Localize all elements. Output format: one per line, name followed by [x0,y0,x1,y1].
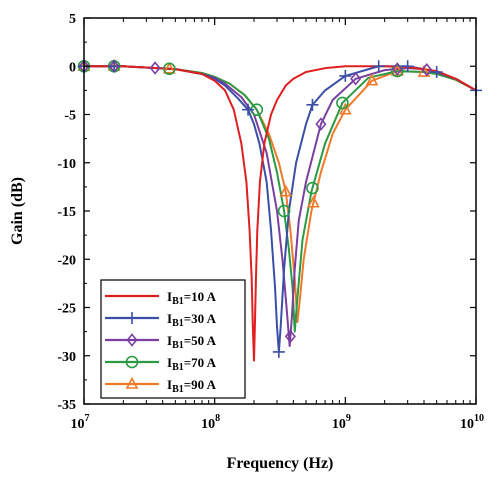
y-tick-label: -25 [57,302,76,317]
legend-label: IB1=10 A [167,289,217,307]
y-tick-label: -35 [57,398,76,413]
series-marker [284,329,296,344]
series-marker [163,62,176,76]
series-marker [350,72,362,86]
series-marker [421,63,433,77]
series-marker [108,60,121,73]
series-marker [391,62,403,76]
y-tick-label: -20 [57,253,76,268]
legend-marker [126,333,138,347]
legend-label: IB1=70 A [167,355,217,373]
series-markers [77,59,482,358]
legend-label: IB1=30 A [167,311,217,329]
legend-label: IB1=50 A [167,333,217,351]
legend-marker [126,312,138,324]
series-marker [401,60,414,73]
series-marker [307,195,320,208]
series-marker [242,103,255,116]
y-axis: 5 0 -5 -10 -15 -20 -25 -30 -35 [57,12,476,413]
y-tick-label: -15 [57,205,76,220]
x-axis-title: Frequency (Hz) [227,455,334,472]
series-marker [336,96,349,110]
y-tick-label: 5 [69,12,76,27]
y-tick-label: -10 [57,157,76,172]
series-marker [272,345,285,358]
y-tick-label: -30 [57,350,76,365]
series-marker [339,69,352,82]
x-tick-label: 109 [332,413,351,432]
series-marker [365,73,379,86]
series-marker [315,117,327,131]
series-marker [149,61,161,75]
series-marker [279,184,293,197]
series-marker [430,66,443,79]
series-marker [417,64,431,77]
legend-marker [125,376,139,389]
x-tick-label: 1010 [460,413,484,432]
legend: IB1=10 A IB1=30 A IB1=50 A IB1=70 A IB1=90 A [100,279,246,399]
y-tick-label: -5 [64,109,76,124]
y-axis-title: Gain (dB) [9,177,26,245]
x-tick-label: 108 [201,413,220,432]
series-marker [277,204,291,218]
x-tick-label: 107 [71,413,90,432]
legend-marker [125,355,139,369]
series-marker [372,60,385,73]
series-marker [391,64,404,78]
series-marker [306,181,319,195]
y-tick-label: 0 [69,60,76,75]
legend-label: IB1=90 A [167,377,217,395]
series-marker [163,61,176,74]
series-marker [306,98,319,111]
x-axis: 107 108 109 1010 [71,18,484,432]
